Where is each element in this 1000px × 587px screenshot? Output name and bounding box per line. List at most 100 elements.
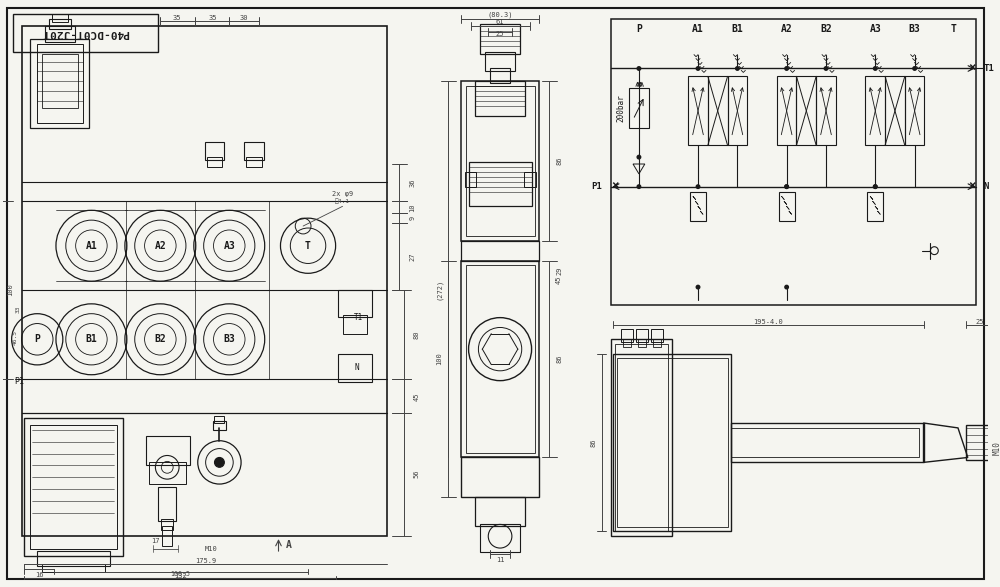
Text: 56: 56 bbox=[413, 470, 419, 478]
Text: 29: 29 bbox=[556, 266, 562, 275]
Bar bbox=[688, 76, 708, 146]
Text: 132: 132 bbox=[175, 573, 187, 579]
Bar bbox=[651, 329, 663, 342]
Bar bbox=[30, 425, 117, 549]
Bar bbox=[728, 76, 747, 146]
Bar bbox=[461, 261, 539, 457]
Bar bbox=[485, 52, 515, 72]
Circle shape bbox=[873, 184, 878, 189]
Bar bbox=[475, 497, 525, 527]
Bar bbox=[466, 265, 535, 453]
Bar bbox=[45, 26, 75, 42]
Bar bbox=[615, 344, 668, 531]
Bar bbox=[777, 76, 796, 146]
Circle shape bbox=[636, 154, 641, 160]
Circle shape bbox=[784, 66, 789, 71]
Text: 100: 100 bbox=[8, 284, 14, 296]
Bar bbox=[13, 14, 158, 52]
Bar bbox=[466, 86, 535, 236]
Bar bbox=[621, 329, 633, 342]
Text: 200bar: 200bar bbox=[617, 94, 626, 122]
Text: A1: A1 bbox=[86, 241, 97, 251]
Text: (80.3): (80.3) bbox=[487, 11, 513, 18]
Text: B1: B1 bbox=[86, 334, 97, 345]
Bar bbox=[653, 339, 661, 347]
Text: 166.5: 166.5 bbox=[170, 571, 190, 576]
Text: 80: 80 bbox=[413, 330, 419, 339]
Bar bbox=[708, 76, 728, 146]
Bar bbox=[731, 428, 919, 457]
Text: T1: T1 bbox=[984, 64, 994, 73]
Text: 33: 33 bbox=[16, 306, 21, 313]
Bar bbox=[966, 425, 993, 460]
Circle shape bbox=[696, 184, 700, 189]
Bar bbox=[22, 26, 387, 537]
Text: A3: A3 bbox=[869, 24, 881, 34]
Text: 195-4.0: 195-4.0 bbox=[753, 319, 783, 325]
Text: A: A bbox=[285, 540, 291, 550]
Text: 45: 45 bbox=[413, 392, 419, 401]
Text: B3: B3 bbox=[223, 334, 235, 345]
Bar bbox=[338, 290, 372, 316]
Bar bbox=[343, 315, 367, 335]
Text: 86: 86 bbox=[556, 157, 562, 166]
Text: (272): (272) bbox=[436, 278, 442, 300]
Bar bbox=[146, 436, 190, 465]
Bar bbox=[461, 457, 539, 497]
Text: 46.5: 46.5 bbox=[13, 330, 18, 345]
Bar bbox=[779, 191, 795, 221]
Text: 61: 61 bbox=[496, 19, 504, 25]
Bar bbox=[816, 76, 836, 146]
Bar bbox=[480, 524, 520, 552]
Text: 45: 45 bbox=[556, 276, 562, 285]
Text: M10: M10 bbox=[993, 441, 1000, 454]
Bar bbox=[49, 19, 71, 29]
Text: 17: 17 bbox=[151, 538, 160, 544]
Text: 16: 16 bbox=[35, 572, 43, 578]
Text: 25: 25 bbox=[496, 31, 504, 37]
Bar bbox=[613, 354, 731, 531]
Bar bbox=[865, 76, 885, 146]
Text: 2x φ9: 2x φ9 bbox=[332, 191, 353, 197]
Text: 86: 86 bbox=[556, 355, 562, 363]
Text: M10: M10 bbox=[205, 546, 217, 552]
Text: 25: 25 bbox=[975, 319, 984, 325]
Circle shape bbox=[636, 184, 641, 189]
Circle shape bbox=[784, 184, 789, 189]
Text: N: N bbox=[984, 182, 989, 191]
Circle shape bbox=[214, 457, 224, 467]
Text: 35: 35 bbox=[173, 15, 181, 21]
Circle shape bbox=[784, 285, 789, 289]
Bar bbox=[246, 157, 262, 167]
Text: 36: 36 bbox=[409, 178, 415, 187]
Text: 100: 100 bbox=[436, 353, 442, 365]
Bar bbox=[611, 339, 672, 537]
Text: T1: T1 bbox=[354, 313, 364, 322]
Text: A1: A1 bbox=[692, 24, 704, 34]
Bar bbox=[623, 339, 631, 347]
Bar bbox=[611, 19, 976, 305]
Text: B3: B3 bbox=[909, 24, 921, 34]
Bar bbox=[461, 81, 539, 241]
Bar bbox=[731, 423, 924, 463]
Text: 35: 35 bbox=[208, 15, 217, 21]
Text: T: T bbox=[305, 241, 311, 251]
Text: 11: 11 bbox=[496, 557, 504, 563]
Text: 27: 27 bbox=[409, 252, 415, 261]
Circle shape bbox=[784, 184, 789, 189]
Text: B1: B1 bbox=[732, 24, 743, 34]
Bar bbox=[524, 172, 536, 187]
Text: P1: P1 bbox=[15, 377, 25, 386]
Text: A3: A3 bbox=[223, 241, 235, 251]
Bar bbox=[149, 463, 186, 484]
Bar bbox=[338, 354, 372, 382]
Text: ×: × bbox=[612, 180, 619, 193]
Bar bbox=[905, 76, 924, 146]
Circle shape bbox=[912, 66, 917, 71]
Text: N: N bbox=[354, 363, 359, 372]
Bar bbox=[213, 421, 226, 430]
Text: T: T bbox=[951, 24, 957, 34]
Bar bbox=[690, 191, 706, 221]
Text: P: P bbox=[34, 334, 40, 345]
Text: P40-DC0T-J20T: P40-DC0T-J20T bbox=[42, 28, 129, 38]
